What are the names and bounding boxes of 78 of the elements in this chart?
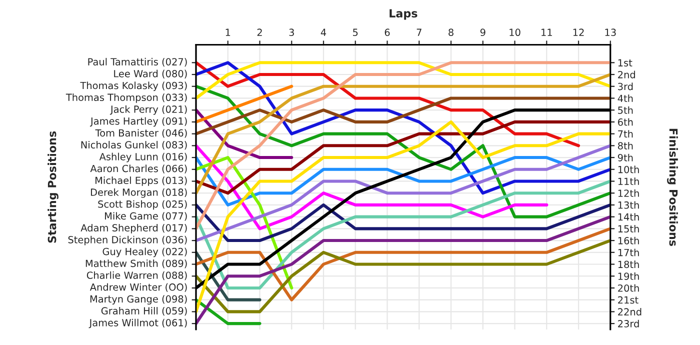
series-label: Stephen Dickinson (036) [68,236,187,246]
series-label: James Willmot (061) [88,318,187,328]
y2-tick-label: 2nd [618,70,635,78]
series-label: Lee Ward (080) [114,70,187,78]
y2-tick-label: 10th [618,166,639,174]
series-label: Graham Hill (059) [101,306,187,316]
y2-tick-label: 8th [618,142,633,150]
text: Starting Positions [48,131,58,243]
series-label: Derek Morgan (018) [90,188,187,198]
y2-tick-label: 19th [618,272,639,280]
series-label: Matthew Smith (089) [86,260,187,268]
line-series [196,144,610,242]
y2-tick-label: 14th [618,213,639,221]
x-tick-label: 7 [416,28,422,36]
x-axis-title: Laps [390,9,418,20]
y2-tick-label: 6th [618,118,633,126]
x-tick-label: 9 [480,28,486,36]
series-label: Thomas Thompson (033) [66,94,187,103]
x-tick-label: 13 [605,28,616,36]
y2-tick-label: 17th [618,248,639,256]
series-label: Tom Banister (046) [95,129,187,138]
series-label: Martyn Gange (098) [90,295,187,305]
y2-tick-label: 23rd [618,320,639,328]
series-label: Mike Game (077) [105,212,187,221]
series-label: Thomas Kolasky (093) [80,82,187,92]
series-label: Ashley Lunn (016) [99,152,187,162]
line-series [196,61,610,100]
line-series [196,84,610,218]
line-series [196,156,610,206]
line-series [196,203,610,242]
series-label: Guy Healey (022) [102,248,187,258]
x-tick-label: 2 [257,28,262,36]
line-series [196,84,294,124]
series-label: Scott Bishop (025) [98,200,187,210]
x-tick-label: 3 [289,28,294,36]
series-label: Jack Perry (021) [110,105,187,115]
x-tick-label: 12 [573,28,584,36]
line-series [196,61,580,148]
series-label: Paul Tamattiris (027) [88,58,187,67]
y2-tick-label: 16th [618,236,639,244]
y2-tick-label: 1st [618,59,632,66]
x-tick-label: 4 [320,28,326,36]
line-series [196,61,610,230]
y2-tick-label: 12th [618,189,639,197]
series-label: Nicholas Gunkel (083) [81,140,187,150]
y2-tick-label: 18th [618,260,639,268]
x-tick-label: 6 [384,28,390,36]
line-series [196,120,610,195]
x-tick-label: 5 [353,28,358,36]
y2-tick-label: 4th [618,94,633,102]
x-tick-label: 8 [448,28,454,36]
line-series [196,239,610,314]
line-series [196,96,610,136]
line-series [196,144,548,230]
x-tick-label: 11 [542,28,552,36]
x-tick-label: 10 [510,28,520,36]
series-label: Adam Shepherd (017) [80,224,187,234]
series-label: Michael Epps (013) [96,176,187,186]
y2-tick-label: 11th [618,178,639,185]
y2-tick-label: 15th [618,224,639,232]
y2-tick-label: 22nd [618,308,642,316]
line-series [196,227,610,302]
line-series [196,215,610,326]
series-label: James Hartley (091) [90,117,187,127]
y2-tick-label: 13th [618,201,639,209]
y2-tick-label: 3rd [618,82,633,90]
series-label: Charlie Warren (088) [86,271,187,280]
line-series [196,180,610,290]
y2-tick-label: 9th [618,154,633,162]
series-label: Andrew Winter (OO) [90,283,187,292]
line-series [196,120,610,314]
series-label: Aaron Charles (066) [90,164,187,174]
y2-tick-label: 20th [618,284,639,292]
y2-axis-title: Finishing Positions [667,128,678,246]
x-tick-label: 1 [226,28,230,36]
y2-tick-label: 7th [618,130,633,138]
y2-tick-label: 5th [618,106,633,114]
y2-tick-label: 21st [618,296,638,304]
